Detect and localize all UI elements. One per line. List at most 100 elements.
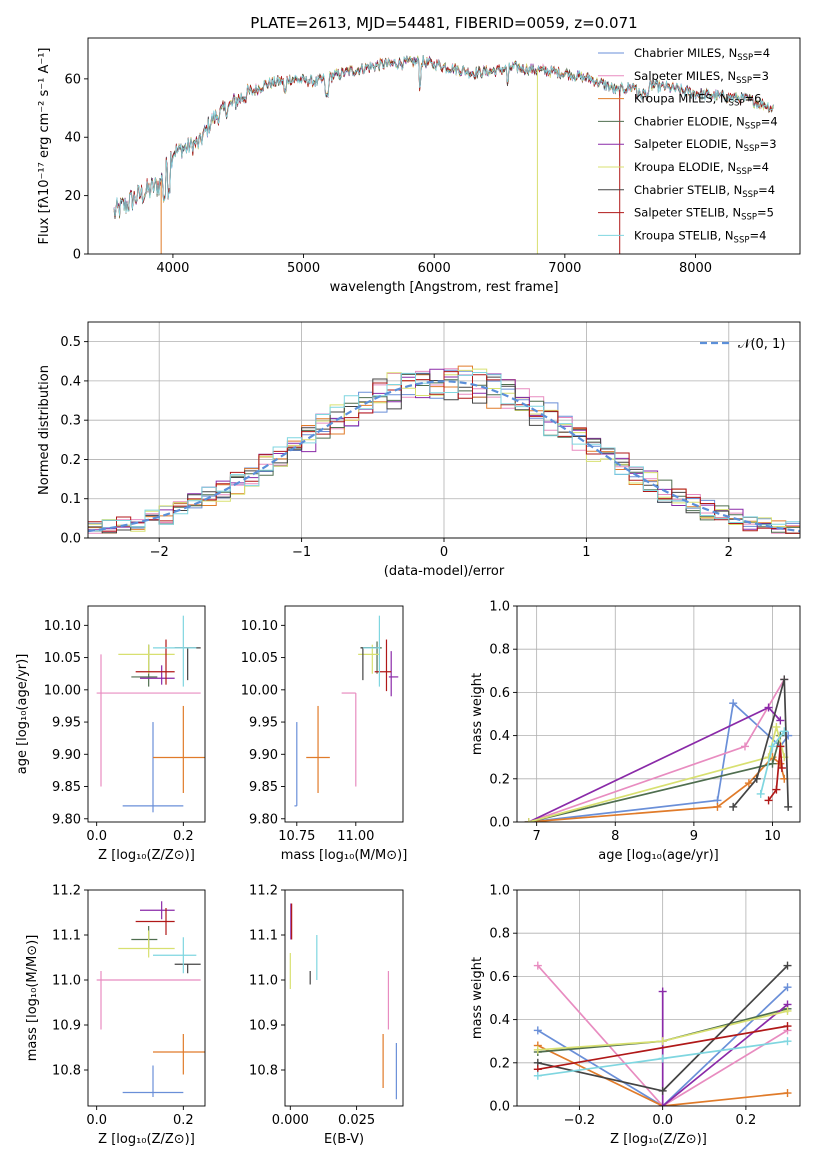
mass-weight-line-chabrier-miles	[537, 986, 789, 1106]
x-axis-label: E(B-V)	[324, 1132, 364, 1147]
y-tick-label: 10.8	[249, 1064, 278, 1079]
y-tick-label: 9.95	[52, 716, 81, 731]
mass-weight-marker	[658, 1102, 667, 1106]
legend-entry-name: Kroupa MILES, N	[634, 92, 729, 106]
x-axis-label: Z [log₁₀(Z/Z⊙)]	[98, 1132, 195, 1147]
y-tick-label: 10.8	[52, 1064, 81, 1079]
legend-entry-nssp: =6	[744, 92, 761, 106]
x-axis-label: age [log₁₀(age/yr)]	[598, 848, 719, 863]
y-axis-label: age [log₁₀(age/yr)]	[15, 654, 30, 775]
y-tick-label: 0.0	[489, 816, 510, 831]
legend-entry-subscript: SSP	[736, 167, 752, 177]
y-tick-label: 1.0	[489, 600, 510, 615]
mass-weight-marker	[533, 1071, 542, 1080]
errorbar-point-chabrier-elodie	[360, 641, 382, 674]
y-tick-label: 0.2	[489, 1056, 510, 1071]
plot-area	[294, 615, 399, 807]
errorbar-point-chabrier-stelib	[360, 647, 378, 681]
y-tick-label: 11.0	[249, 974, 278, 989]
spectrum-title: PLATE=2613, MJD=54481, FIBERID=0059, z=0…	[250, 14, 637, 32]
legend-entry-name: Salpeter MILES, N	[634, 69, 736, 83]
errorbar-point-salpeter-miles	[96, 971, 201, 1030]
mass-weight-marker	[658, 987, 667, 996]
y-tick-label: 20	[64, 189, 81, 204]
mass-weight-marker	[533, 1026, 542, 1035]
axes-frame	[284, 889, 404, 1107]
errorbar-point-kroupa-elodie	[118, 930, 175, 958]
x-axis-label: Z [log₁₀(Z/Z⊙)]	[98, 848, 195, 863]
age-vs-metallicity-panel: 0.0 0.2 9.80 9.85 9.90 9.95 10.00 10.05 10.10 Z […	[15, 605, 206, 863]
errorbar-point-kroupa-miles	[153, 1034, 205, 1075]
errorbar-point-salpeter-elodie	[140, 901, 175, 920]
errorbar-point-chabrier-miles	[122, 1065, 184, 1097]
errorbar-point-salpeter-stelib	[374, 639, 392, 692]
x-tick-label: 8	[611, 829, 619, 844]
mass-weight-line-salpeter-elodie	[661, 991, 789, 1106]
legend-entry: Salpeter MILES, NSSP=3	[634, 69, 769, 86]
mass-weight-marker	[752, 774, 761, 783]
mass-weight-marker	[783, 961, 792, 970]
mass-weight-marker	[780, 727, 789, 736]
y-tick-label: 11.2	[249, 884, 278, 899]
mass-weight-marker	[533, 961, 542, 970]
legend-entry-subscript: SSP	[734, 235, 750, 245]
x-tick-label: 7000	[548, 261, 581, 276]
histogram-kroupa-stelib	[88, 372, 800, 534]
errorbar-point-salpeter-stelib	[135, 908, 175, 935]
errorbar-point-kroupa-elodie	[358, 644, 380, 674]
axes-frame	[284, 605, 404, 823]
y-tick-label: 10.9	[249, 1019, 278, 1034]
y-tick-label: 0.3	[60, 414, 81, 429]
y-tick-label: 9.85	[52, 780, 81, 795]
legend-entry-subscript: SSP	[729, 99, 745, 109]
x-tick-label: 2	[725, 545, 733, 560]
legend-entry-subscript: SSP	[741, 213, 757, 223]
y-axis-label: Flux [fλ10⁻¹⁷ erg cm⁻² s⁻¹ A⁻¹]	[37, 48, 52, 245]
x-tick-label: 0.0	[86, 829, 107, 844]
mass-weight-marker	[776, 759, 785, 768]
y-tick-label: 0.0	[60, 532, 81, 547]
x-tick-label: 0.2	[173, 829, 194, 844]
legend-entry-subscript: SSP	[737, 53, 753, 63]
mass-weight-marker	[524, 818, 533, 822]
spectrum-line-kroupa-stelib	[113, 55, 774, 217]
errorbar-point-salpeter-miles	[96, 654, 201, 787]
mass-weight-marker	[772, 722, 781, 731]
mass-weight-marker	[768, 759, 777, 768]
plot-area	[524, 675, 793, 822]
x-tick-label: −2	[150, 545, 169, 560]
errorbar-point-kroupa-stelib	[153, 615, 197, 687]
y-axis-label: mass weight	[470, 957, 485, 1039]
mass-weight-line-salpeter-stelib	[537, 1025, 788, 1071]
y-axis-label: Normed distribution	[37, 365, 52, 495]
mass-weight-marker	[777, 764, 786, 772]
y-tick-label: 11.1	[249, 929, 278, 944]
y-tick-label: 10.10	[241, 619, 278, 634]
plot-area	[289, 903, 397, 1100]
legend-entry-name: Salpeter ELODIE, N	[634, 137, 744, 151]
y-tick-label: 9.90	[52, 748, 81, 763]
y-tick-label: 9.80	[52, 812, 81, 827]
legend-entry-subscript: SSP	[736, 76, 752, 86]
y-tick-label: 10.00	[44, 683, 81, 698]
residuals-panel: −2 −1 0 1 2 0.0 0.1 0.2 0.3 0.4 0.5 (data-model)/er…	[37, 321, 801, 579]
legend-entry: Salpeter ELODIE, NSSP=3	[634, 137, 777, 154]
x-tick-label: 4000	[156, 261, 189, 276]
axes-frame	[87, 321, 801, 539]
legend-entry-subscript: SSP	[744, 144, 760, 154]
errorbar-point-salpeter-elodie	[140, 665, 175, 685]
mass-vs-metallicity-panel: 0.0 0.2 10.8 10.9 11.0 11.1 11.2 Z [log₁₀(Z/Z⊙)…	[25, 884, 206, 1147]
x-tick-label: −0.2	[564, 1113, 596, 1128]
x-tick-label: −1	[292, 545, 311, 560]
x-tick-label: 7	[533, 829, 541, 844]
legend-entry: Chabrier ELODIE, NSSP=4	[634, 114, 778, 131]
y-tick-label: 60	[64, 72, 81, 87]
y-tick-label: 0.6	[489, 970, 510, 985]
x-tick-label: 9	[690, 829, 698, 844]
mass-weight-marker	[783, 1022, 792, 1031]
spectrum-panel: 4000 5000 6000 7000 8000 0 20 40 60 wavelength [A…	[37, 37, 801, 295]
legend-entry-subscript: SSP	[745, 121, 761, 131]
y-tick-label: 0.6	[489, 686, 510, 701]
errorbar-point-chabrier-stelib	[174, 963, 201, 974]
